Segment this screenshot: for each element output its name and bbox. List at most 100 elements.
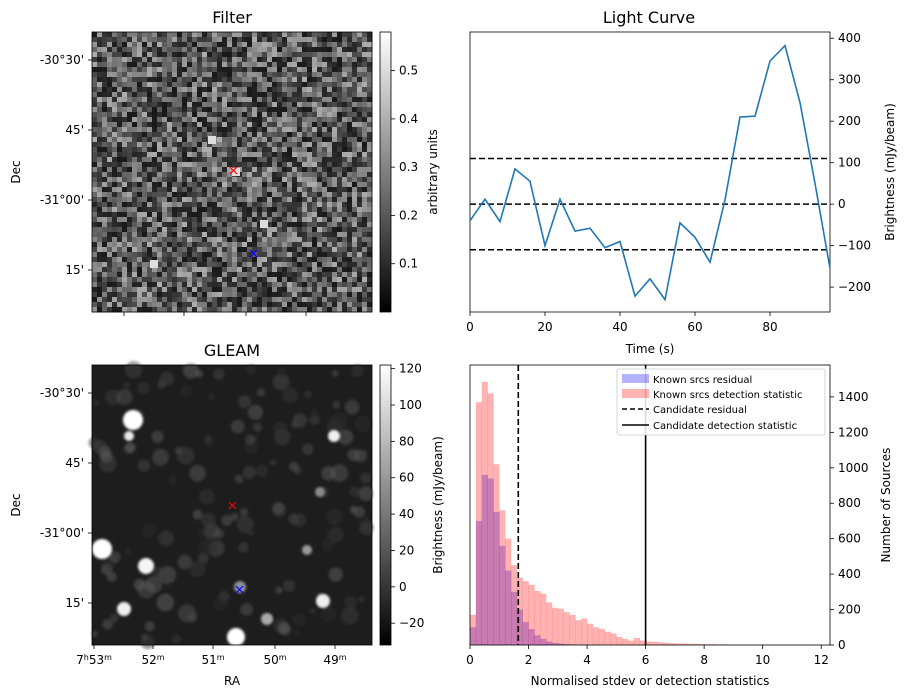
- lightcurve-x-ticks: 0 20 40 60 80: [466, 312, 778, 334]
- histogram-y-tick-label: 1000: [838, 461, 869, 475]
- lightcurve-x-tick-label: 80: [762, 320, 777, 334]
- histogram-bar: [587, 623, 594, 645]
- gleam-marker-reference: [235, 585, 244, 594]
- histogram-bar: [493, 512, 500, 645]
- histogram-y-tick-label: 400: [838, 567, 861, 581]
- legend-swatch-detection: [622, 389, 649, 398]
- ra-tick-label: 49m: [323, 653, 346, 667]
- histogram-bar: [493, 464, 500, 645]
- gleam-panel: GLEAM -30°30' 45' -31°00' 15' 7h53m 52m 51m 50…: [9, 312, 445, 688]
- gleam-ylabel: Dec: [9, 493, 23, 516]
- histogram-detection-bars: [470, 381, 822, 645]
- histogram-bar: [551, 607, 559, 645]
- histogram-bar: [534, 590, 541, 645]
- dec-tick-label: 15': [65, 596, 84, 610]
- gleam-source: [302, 545, 312, 555]
- filter-image: [92, 32, 373, 313]
- histogram-x-tick-label: 4: [583, 653, 591, 667]
- histogram-bar: [592, 627, 600, 645]
- lightcurve-y-tick-label: 200: [838, 114, 861, 128]
- histogram-bar: [505, 570, 512, 645]
- histogram-bar: [616, 637, 623, 645]
- histogram-bar: [534, 635, 541, 645]
- histogram-bar: [575, 620, 582, 645]
- gleam-frame: [91, 364, 373, 646]
- histogram-bar: [710, 644, 717, 645]
- histogram-bar: [499, 510, 506, 645]
- gleam-ra-ticks: 7h53m 52m 51m 50m 49m: [76, 312, 347, 667]
- histogram-y-tick-label: 800: [838, 496, 861, 510]
- lightcurve-y-tick-label: −200: [838, 280, 871, 294]
- lightcurve-xlabel: Time (s): [625, 342, 675, 356]
- histogram-bar: [663, 642, 670, 645]
- histogram-bar: [651, 641, 658, 645]
- histogram-bar: [487, 393, 494, 645]
- gleam-source: [316, 594, 330, 608]
- lightcurve-x-tick-label: 60: [687, 320, 702, 334]
- histogram-bar: [698, 644, 705, 645]
- lightcurve-y-tick-label: 0: [838, 197, 846, 211]
- gleam-colorbar-ticks: −20 0 20 40 60 80 100 120: [391, 362, 424, 630]
- gleam-colorbar: [379, 364, 392, 646]
- histogram-y-ticks: 0 200 400 600 800 1000 1200 1400: [830, 390, 869, 652]
- histogram-bar: [645, 641, 652, 645]
- histogram-bar: [540, 593, 547, 645]
- filter-marker-candidate: [229, 166, 238, 175]
- histogram-bar: [516, 577, 523, 645]
- histogram-bar: [551, 642, 559, 645]
- histogram-bar: [516, 609, 523, 645]
- colorbar-tick-label: 60: [399, 471, 414, 485]
- colorbar-tick-label: 0.2: [399, 208, 418, 222]
- lightcurve-frame: [469, 31, 831, 313]
- histogram-bar: [470, 614, 477, 645]
- lightcurve-y-tick-label: −100: [838, 239, 871, 253]
- lightcurve-y-ticks: −200 −100 0 100 200 300 400: [830, 31, 871, 294]
- histogram-y-tick-label: 1200: [838, 425, 869, 439]
- colorbar-tick-label: 0.4: [399, 112, 418, 126]
- histogram-bar: [475, 520, 482, 645]
- histogram-y-tick-label: 1400: [838, 390, 869, 404]
- gleam-title: GLEAM: [204, 341, 260, 360]
- histogram-bar: [510, 591, 518, 645]
- dec-tick-label: 45': [65, 123, 84, 137]
- colorbar-tick-label: 0: [399, 580, 407, 594]
- colorbar-tick-label: 40: [399, 507, 414, 521]
- legend-label-candidate-residual: Candidate residual: [653, 405, 747, 416]
- histogram-bar: [481, 474, 488, 645]
- lightcurve-hlines: [470, 157, 830, 251]
- gleam-source: [227, 628, 245, 646]
- filter-frame: [91, 31, 373, 313]
- dec-tick-label: -30°30': [40, 386, 84, 400]
- histogram-bar: [505, 538, 512, 645]
- lightcurve-x-tick-label: 40: [612, 320, 627, 334]
- filter-colorbar: [379, 31, 392, 313]
- histogram-bar: [557, 608, 564, 645]
- histogram-bar: [581, 618, 588, 645]
- colorbar-tick-label: −20: [399, 616, 424, 630]
- lightcurve-x-tick-label: 20: [537, 320, 552, 334]
- histogram-bar: [669, 643, 676, 645]
- colorbar-tick-label: 0.1: [399, 257, 418, 271]
- filter-title: Filter: [212, 8, 252, 27]
- gleam-source: [117, 602, 131, 616]
- lightcurve-panel: Light Curve 0 20 40 60 80 −200 −100 0 100 200 300…: [466, 8, 897, 356]
- histogram-y-tick-label: 600: [838, 532, 861, 546]
- colorbar-tick-label: 80: [399, 434, 414, 448]
- histogram-bar: [499, 545, 506, 645]
- histogram-bar: [487, 478, 494, 645]
- gleam-source: [315, 487, 325, 497]
- histogram-bar: [557, 643, 564, 645]
- ra-tick-label: 50m: [263, 653, 286, 667]
- histogram-bar: [522, 581, 529, 645]
- filter-colorbar-label: arbitrary units: [426, 129, 440, 215]
- histogram-bar: [680, 643, 687, 645]
- lightcurve-y-tick-label: 100: [838, 156, 861, 170]
- gleam-source: [124, 431, 134, 441]
- histogram-frame: [469, 364, 831, 646]
- histogram-x-tick-label: 8: [700, 653, 708, 667]
- gleam-source: [138, 558, 154, 574]
- histogram-x-tick-label: 12: [814, 653, 829, 667]
- lightcurve-y-tick-label: 300: [838, 73, 861, 87]
- histogram-x-tick-label: 6: [642, 653, 650, 667]
